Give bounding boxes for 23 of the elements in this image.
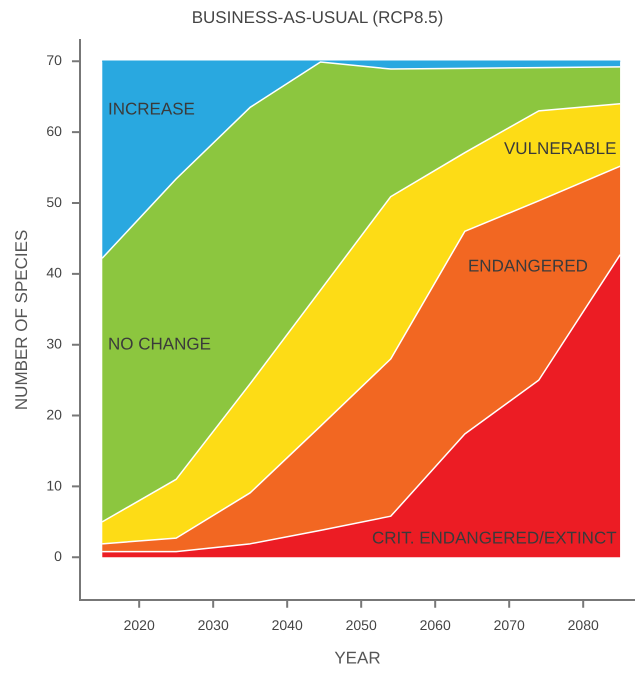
series-label: VULNERABLE [504,139,616,158]
x-tick-label: 2080 [568,617,599,634]
x-tick-label: 2020 [124,617,155,634]
series-label: INCREASE [108,100,195,119]
y-tick-label: 60 [46,122,62,139]
y-tick-label: 0 [54,548,62,564]
series-label: NO CHANGE [108,334,211,354]
series-label: ENDANGERED [468,256,588,276]
x-tick-label: 2060 [420,617,451,634]
y-tick-label: 10 [46,477,62,494]
y-tick-label: 50 [46,194,62,210]
x-tick-label: 2070 [494,617,525,634]
x-axis-title: YEAR [334,648,381,668]
y-tick-label: 20 [46,406,62,422]
y-tick-label: 40 [46,264,62,281]
y-axis-title: NUMBER OF SPECIES [12,230,31,410]
x-tick-label: 2030 [198,617,229,634]
y-tick-label: 30 [46,336,62,352]
y-tick-label: 70 [46,52,62,68]
x-tick-label: 2050 [346,617,377,634]
series-label: CRIT. ENDANGERED/EXTINCT [372,528,617,548]
chart-title: BUSINESS-AS-USUAL (RCP8.5) [190,8,444,28]
x-tick-label: 2040 [272,617,303,634]
